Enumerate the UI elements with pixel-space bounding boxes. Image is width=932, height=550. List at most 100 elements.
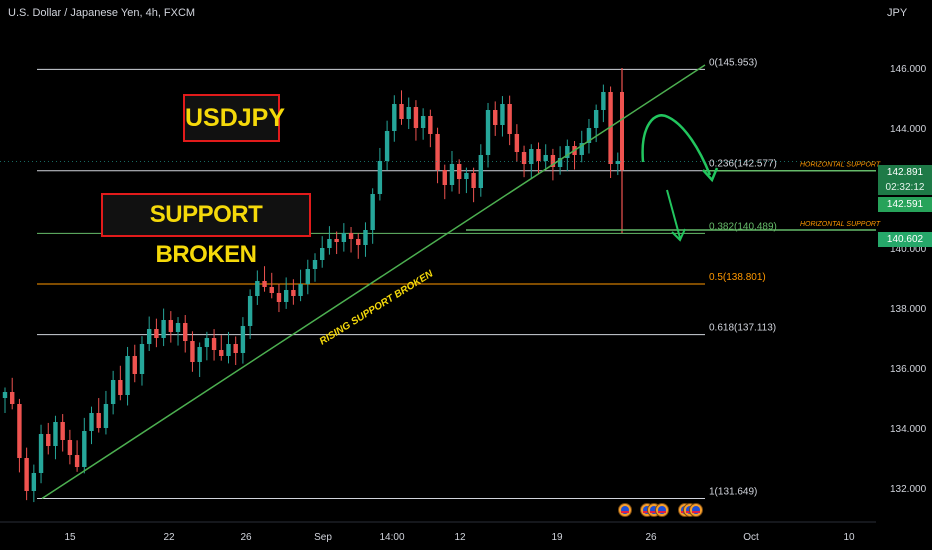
candle-body: [226, 344, 231, 356]
fib-level-label: 0.618(137.113): [709, 323, 776, 334]
candle-body: [384, 131, 390, 161]
x-tick-label: 10: [843, 532, 855, 543]
candle-body: [601, 92, 606, 110]
candle-body: [363, 230, 368, 245]
candle-body: [320, 248, 325, 260]
candle-body: [161, 320, 166, 338]
candle-body: [478, 155, 484, 188]
candle-body: [247, 296, 253, 326]
candle-body: [139, 344, 145, 374]
x-tick-label: 22: [163, 532, 175, 543]
candle-body: [413, 107, 419, 128]
x-tick-label: 26: [645, 532, 657, 543]
candle-body: [10, 392, 15, 404]
candle-body: [118, 380, 123, 395]
x-tick-label: 26: [240, 532, 252, 543]
event-flag-icon: [643, 511, 651, 513]
candle-body: [615, 161, 620, 164]
symbol-annotation-box: USDJPY: [183, 94, 285, 142]
candle-body: [219, 350, 224, 356]
candle-body: [283, 290, 289, 302]
support-broken-box: SUPPORT BROKEN: [101, 193, 311, 268]
candle-body: [521, 152, 527, 164]
candle-body: [399, 104, 404, 119]
candle-body: [456, 164, 462, 179]
candle-body: [442, 170, 447, 185]
event-flag-icon: [692, 511, 700, 513]
secondary-price-tag: 142.591: [878, 197, 932, 212]
candle-body: [74, 455, 80, 467]
candle-body: [204, 338, 210, 347]
candle-body: [377, 161, 383, 194]
fib-retracement[interactable]: 0(145.953) 0.236(142.577) 0.382(140.489) 0.…: [37, 57, 777, 500]
candle-body: [543, 155, 548, 161]
candle-body: [420, 116, 426, 128]
y-tick-label: 140.000: [890, 244, 927, 255]
x-tick-label: 12: [454, 532, 466, 543]
candle-body: [298, 284, 303, 296]
candle-body: [428, 116, 433, 134]
candle-body: [175, 323, 181, 332]
candle-body: [507, 104, 512, 134]
projection-arrow: [666, 189, 681, 239]
horizontal-support-label: HORIZONTAL SUPPORT: [800, 162, 881, 169]
projection-arrowhead: [702, 167, 719, 183]
candle-body: [557, 158, 563, 167]
candle-body: [154, 329, 159, 338]
x-tick-label: 19: [551, 532, 563, 543]
countdown-tag: 02:32:12: [878, 180, 932, 195]
candle-body: [53, 422, 58, 446]
fib-level-label: 0.5(138.801): [709, 272, 766, 283]
candle-body: [406, 107, 411, 119]
event-flag-icon: [621, 511, 629, 513]
y-tick-label: 138.000: [890, 304, 927, 315]
candle-body: [500, 104, 505, 125]
event-markers[interactable]: [618, 503, 703, 517]
candle-body: [46, 434, 51, 446]
candle-body: [24, 458, 29, 491]
projection-arc: [641, 114, 712, 176]
candle-body: [593, 110, 599, 128]
candle-body: [183, 323, 188, 341]
price-axis[interactable]: 132.000134.000136.000138.000140.000142.0…: [890, 64, 927, 495]
candle-body: [96, 413, 101, 428]
candle-body: [197, 347, 202, 362]
y-tick-label: 146.000: [890, 64, 927, 75]
candlestick-series: [2, 68, 624, 503]
fib-level-label: 0.236(142.577): [709, 159, 777, 170]
support-price-tag: 140.602: [878, 232, 932, 247]
candle-body: [608, 92, 613, 164]
candle-body: [514, 134, 520, 152]
candle-body: [89, 413, 94, 431]
x-tick-label: Sep: [314, 532, 332, 543]
candle-body: [305, 269, 310, 284]
x-tick-label: 14:00: [379, 532, 404, 543]
x-tick-label: 15: [64, 532, 76, 543]
candle-body: [240, 326, 246, 353]
candle-body: [348, 233, 354, 239]
candle-body: [255, 281, 260, 296]
candle-body: [82, 431, 87, 467]
candle-body: [38, 434, 44, 473]
candle-body: [190, 341, 195, 362]
y-tick-label: 144.000: [890, 124, 927, 135]
candle-body: [620, 92, 624, 170]
x-tick-label: Oct: [743, 532, 759, 543]
candle-body: [60, 422, 65, 440]
candle-body: [485, 110, 491, 155]
candle-body: [146, 329, 152, 344]
time-axis[interactable]: 15 22 26 Sep 14:00 12 19 26 Oct 10: [0, 521, 876, 543]
candle-body: [435, 134, 440, 170]
candle-body: [269, 287, 274, 293]
y-tick-label: 136.000: [890, 364, 927, 375]
candle-body: [579, 143, 584, 155]
event-flag-icon: [650, 511, 658, 513]
fib-level-label: 0(145.953): [709, 57, 757, 68]
candle-body: [565, 146, 570, 158]
candle-body: [2, 392, 8, 398]
candle-body: [17, 404, 22, 458]
candle-body: [211, 338, 217, 350]
candle-body: [168, 320, 174, 332]
